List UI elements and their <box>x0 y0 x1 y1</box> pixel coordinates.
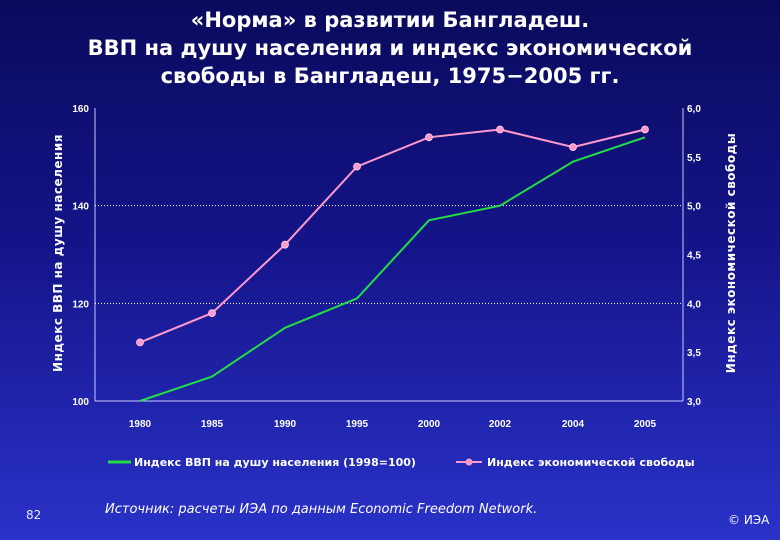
y-right-tick-label: 3,0 <box>687 397 701 408</box>
y-left-tick-label: 100 <box>72 397 89 408</box>
series-point-freedom <box>353 162 361 171</box>
y-axis-right-label: Индекс экономической свободы <box>724 132 738 374</box>
y-left-tick-label: 140 <box>72 202 89 213</box>
y-right-tick-label: 3,5 <box>687 348 701 359</box>
series-point-freedom <box>136 338 144 347</box>
series-line-gdp <box>139 136 646 402</box>
series-point-freedom <box>569 143 577 152</box>
y-right-tick-label: 6,0 <box>687 104 701 115</box>
y-axis-left-label: Индекс ВВП на душу населения <box>51 134 65 372</box>
x-tick-label: 1985 <box>201 419 224 430</box>
x-tick-label: 1995 <box>346 419 369 430</box>
series-line-freedom <box>139 128 646 344</box>
legend-label-freedom: Индекс экономической свободы <box>487 456 695 469</box>
x-tick-label: 2000 <box>418 419 441 430</box>
series-point-freedom <box>641 125 649 134</box>
x-tick-label: 1990 <box>274 419 297 430</box>
x-tick-label: 2005 <box>634 419 657 430</box>
y-right-tick-label: 4,5 <box>687 251 701 262</box>
series-point-freedom <box>425 133 433 142</box>
series-point-freedom <box>496 125 504 134</box>
page-number: 82 <box>26 508 42 522</box>
y-right-tick-label: 5,0 <box>687 202 701 213</box>
source-footnote: Источник: расчеты ИЭА по данным Economic… <box>105 502 538 517</box>
chart-title: «Норма» в развитии Бангладеш. ВВП на душ… <box>87 8 693 88</box>
x-tick-label: 2002 <box>489 419 512 430</box>
legend-marker-freedom <box>465 458 473 466</box>
y-right-tick-label: 5,5 <box>687 153 701 164</box>
y-left-tick-label: 120 <box>72 299 89 310</box>
x-tick-label: 2004 <box>562 419 585 430</box>
copyright: © ИЭА <box>728 513 770 527</box>
legend-label-gdp: Индекс ВВП на душу населения (1998=100) <box>134 456 416 469</box>
series-point-freedom <box>281 240 289 249</box>
y-left-tick-label: 160 <box>72 104 89 115</box>
x-tick-label: 1980 <box>129 419 152 430</box>
y-right-tick-label: 4,0 <box>687 299 701 310</box>
series-point-freedom <box>208 309 216 318</box>
